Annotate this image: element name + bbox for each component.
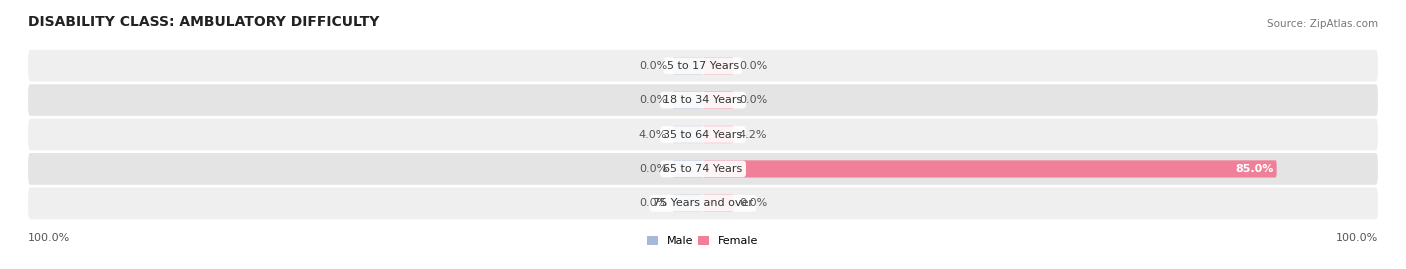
FancyBboxPatch shape: [703, 160, 1277, 178]
Text: 0.0%: 0.0%: [638, 164, 668, 174]
FancyBboxPatch shape: [672, 160, 703, 178]
Text: 0.0%: 0.0%: [638, 95, 668, 105]
FancyBboxPatch shape: [672, 57, 703, 74]
FancyBboxPatch shape: [28, 84, 1378, 116]
Text: DISABILITY CLASS: AMBULATORY DIFFICULTY: DISABILITY CLASS: AMBULATORY DIFFICULTY: [28, 16, 380, 30]
FancyBboxPatch shape: [703, 91, 734, 109]
Text: 0.0%: 0.0%: [738, 198, 768, 208]
Text: 0.0%: 0.0%: [738, 61, 768, 71]
Text: 35 to 64 Years: 35 to 64 Years: [664, 129, 742, 140]
FancyBboxPatch shape: [28, 50, 1378, 82]
FancyBboxPatch shape: [672, 126, 703, 143]
FancyBboxPatch shape: [672, 195, 703, 212]
Legend: Male, Female: Male, Female: [647, 236, 759, 246]
FancyBboxPatch shape: [28, 119, 1378, 150]
Text: 75 Years and over: 75 Years and over: [652, 198, 754, 208]
FancyBboxPatch shape: [703, 57, 734, 74]
Text: 4.2%: 4.2%: [738, 129, 768, 140]
Text: 0.0%: 0.0%: [638, 198, 668, 208]
Text: 65 to 74 Years: 65 to 74 Years: [664, 164, 742, 174]
Text: 100.0%: 100.0%: [1336, 233, 1378, 243]
Text: 5 to 17 Years: 5 to 17 Years: [666, 61, 740, 71]
FancyBboxPatch shape: [28, 153, 1378, 185]
Text: 18 to 34 Years: 18 to 34 Years: [664, 95, 742, 105]
FancyBboxPatch shape: [703, 126, 734, 143]
Text: 85.0%: 85.0%: [1234, 164, 1274, 174]
Text: Source: ZipAtlas.com: Source: ZipAtlas.com: [1267, 19, 1378, 30]
FancyBboxPatch shape: [672, 91, 703, 109]
Text: 100.0%: 100.0%: [28, 233, 70, 243]
FancyBboxPatch shape: [28, 187, 1378, 219]
Text: 0.0%: 0.0%: [738, 95, 768, 105]
Text: 4.0%: 4.0%: [638, 129, 668, 140]
Text: 0.0%: 0.0%: [638, 61, 668, 71]
FancyBboxPatch shape: [703, 195, 734, 212]
